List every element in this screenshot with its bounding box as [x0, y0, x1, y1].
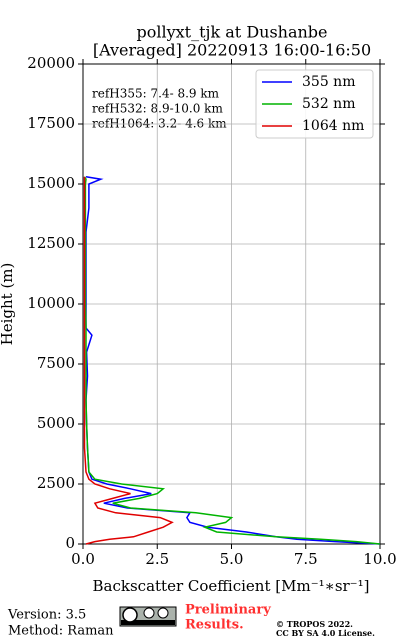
annotation: refH355: 7.4- 8.9 km [92, 87, 220, 101]
legend-box [255, 69, 374, 139]
y-tick-label: 20000 [27, 54, 75, 72]
copyright: © TROPOS 2022. [276, 619, 353, 629]
y-tick-label: 7500 [37, 354, 75, 372]
copyright: CC BY SA 4.0 License. [276, 628, 375, 638]
x-tick-label: 5.0 [220, 550, 244, 568]
legend-label: 355 nm [302, 74, 355, 90]
method: Method: Raman [8, 624, 114, 639]
x-tick-label: 10.0 [363, 550, 396, 568]
annotation: refH1064: 3.2- 4.6 km [92, 117, 227, 131]
preliminary: Results. [185, 618, 244, 633]
x-axis-label: Backscatter Coefficient [Mm⁻¹∗sr⁻¹] [93, 577, 370, 595]
legend-label: 532 nm [302, 96, 355, 112]
profile-line [83, 176, 174, 545]
y-tick-label: 5000 [37, 414, 75, 432]
version: Version: 3.5 [7, 608, 86, 623]
x-tick-label: 7.5 [294, 550, 318, 568]
cc-logo [119, 606, 177, 627]
y-tick-label: 10000 [27, 294, 75, 312]
y-tick-label: 15000 [27, 174, 75, 192]
y-tick-label: 0 [65, 534, 75, 552]
preliminary: Preliminary [185, 603, 271, 618]
y-tick-label: 17500 [27, 114, 75, 132]
x-tick-label: 2.5 [145, 550, 169, 568]
x-tick-label: 0.0 [71, 550, 95, 568]
annotation: refH532: 8.9-10.0 km [92, 102, 223, 116]
chart-title: pollyxt_tjk at Dushanbe [136, 23, 327, 42]
y-tick-label: 12500 [27, 234, 75, 252]
profile-line [85, 176, 381, 545]
y-tick-label: 2500 [37, 474, 75, 492]
profile-line [83, 176, 381, 545]
legend-label: 1064 nm [302, 118, 364, 134]
chart-subtitle: [Averaged] 20220913 16:00-16:50 [93, 41, 371, 60]
y-axis-label: Height (m) [0, 263, 16, 346]
plot-frame [82, 63, 381, 545]
